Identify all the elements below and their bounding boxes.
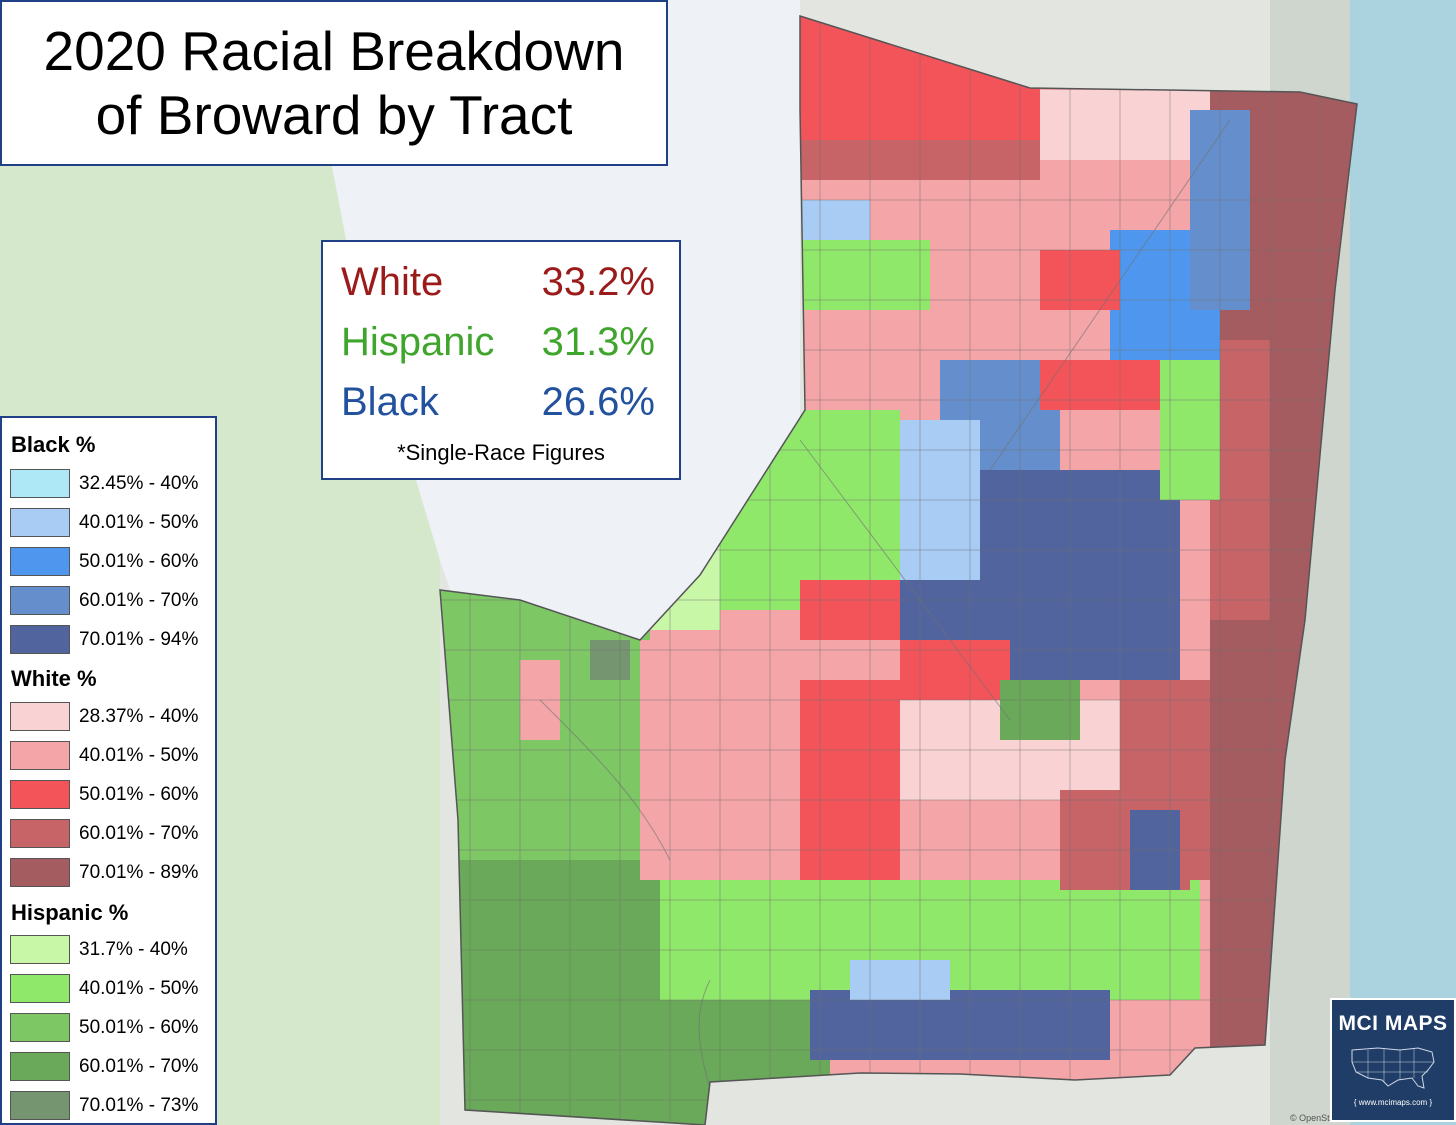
- legend-swatch: [10, 935, 70, 964]
- legend-swatch: [10, 1091, 70, 1120]
- legend-swatch: [10, 1013, 70, 1042]
- tract-region-north-band: [800, 140, 1040, 180]
- legend-range-label: 60.01% - 70%: [79, 1056, 199, 1077]
- map-legend: Black % 32.45% - 40% 40.01% - 50% 50.01%…: [0, 416, 217, 1125]
- legend-swatch: [10, 508, 70, 537]
- mci-maps-logo: MCI MAPS www.mcimaps.com: [1330, 998, 1456, 1122]
- legend-range-label: 50.01% - 60%: [79, 1017, 199, 1038]
- legend-group-hispanic-title: Hispanic %: [11, 900, 129, 925]
- legend-range-label: 31.7% - 40%: [79, 939, 188, 960]
- legend-range-label: 32.45% - 40%: [79, 473, 199, 494]
- stat-value-white: 33.2%: [541, 260, 655, 304]
- stat-row-black: Black 26.6%: [341, 380, 655, 430]
- summary-stats-box: White 33.2% Hispanic 31.3% Black 26.6% *…: [321, 240, 681, 480]
- tract-region-far-west-dark: [590, 640, 630, 680]
- stats-footnote: *Single-Race Figures: [397, 440, 605, 465]
- title-line-2: of Broward by Tract: [95, 84, 573, 146]
- stat-row-hispanic: Hispanic 31.3%: [341, 320, 655, 370]
- tract-region-center-west: [800, 580, 900, 640]
- legend-range-label: 60.01% - 70%: [79, 823, 199, 844]
- legend-swatch: [10, 469, 70, 498]
- legend-range-label: 40.01% - 50%: [79, 745, 199, 766]
- stat-label-hispanic: Hispanic: [341, 320, 495, 364]
- tract-region-lower-white: [1040, 360, 1160, 410]
- legend-range-label: 70.01% - 73%: [79, 1095, 199, 1116]
- stat-label-white: White: [341, 260, 444, 304]
- legend-swatch: [10, 586, 70, 615]
- legend-swatch: [10, 702, 70, 731]
- legend-range-label: 40.01% - 50%: [79, 978, 199, 999]
- tract-region-north-black-b: [1190, 110, 1250, 310]
- tract-region-mid-white: [800, 680, 900, 880]
- tract-region-south-black: [810, 990, 1110, 1060]
- legend-range-label: 50.01% - 60%: [79, 551, 199, 572]
- legend-swatch: [10, 625, 70, 654]
- stat-row-white: White 33.2%: [341, 260, 655, 310]
- legend-range-label: 70.01% - 89%: [79, 862, 199, 883]
- title-line-1: 2020 Racial Breakdown: [43, 20, 625, 82]
- brand-url: www.mcimaps.com: [1332, 1098, 1454, 1107]
- tract-region-east-hispanic: [1160, 360, 1220, 500]
- legend-swatch: [10, 1052, 70, 1081]
- tract-region-mid-white-b: [900, 640, 1010, 700]
- title-box: 2020 Racial Breakdown of Broward by Trac…: [0, 0, 668, 166]
- tract-region-northwest-black: [800, 200, 870, 240]
- tract-region-northwest-hispanic: [800, 240, 930, 310]
- legend-range-label: 50.01% - 60%: [79, 784, 199, 805]
- legend-swatch: [10, 741, 70, 770]
- stat-value-hispanic: 31.3%: [541, 320, 655, 364]
- county-outline: [439, 14, 1358, 1125]
- legend-swatch: [10, 974, 70, 1003]
- tract-region-center-blacks: [900, 420, 980, 580]
- tract-region-northcenter-white: [1040, 250, 1120, 310]
- legend-range-label: 70.01% - 94%: [79, 629, 199, 650]
- ocean: [1350, 0, 1456, 1125]
- usa-map-icon: [1351, 1047, 1435, 1089]
- tract-region-westcentral-white: [640, 640, 810, 880]
- legend-swatch: [10, 547, 70, 576]
- legend-range-label: 60.01% - 70%: [79, 590, 199, 611]
- legend-range-label: 28.37% - 40%: [79, 706, 199, 727]
- tract-region-south-black-b: [850, 960, 950, 1000]
- stat-label-black: Black: [341, 380, 439, 424]
- tract-region-center-hispanic-b: [1000, 680, 1080, 740]
- legend-group-white-title: White %: [11, 666, 97, 691]
- tract-region-south-black-c: [1130, 810, 1180, 890]
- legend-swatch: [10, 858, 70, 887]
- attribution-text: © OpenStr: [1290, 1113, 1333, 1123]
- stat-value-black: 26.6%: [541, 380, 655, 424]
- tract-layer: [440, 16, 1357, 1125]
- legend-swatch: [10, 819, 70, 848]
- brand-name: MCI MAPS: [1338, 1012, 1448, 1035]
- legend-swatch: [10, 780, 70, 809]
- legend-range-label: 40.01% - 50%: [79, 512, 199, 533]
- legend-group-black-title: Black %: [11, 432, 96, 457]
